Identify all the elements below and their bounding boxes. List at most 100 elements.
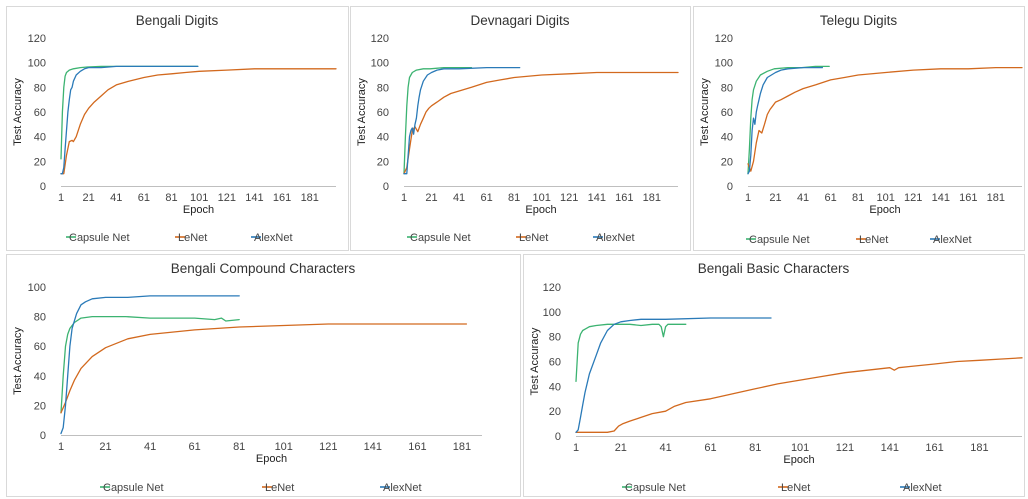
x-tick-label: 21 [425, 192, 437, 204]
x-tick-label: 21 [769, 192, 781, 204]
series-line-capsule-net [60, 315, 240, 414]
series-line-lenet [60, 68, 337, 175]
y-axis-title: Test Accuracy [529, 327, 541, 395]
x-tick-label: 1 [58, 192, 64, 204]
y-tick-label: 100 [715, 58, 733, 70]
x-tick-label: 1 [573, 442, 579, 454]
x-tick-label: 41 [144, 441, 156, 453]
x-tick-label: 121 [218, 192, 236, 204]
series-line-lenet [575, 357, 1023, 433]
legend-label-capsule-net: Capsule Net [103, 482, 164, 494]
x-tick-label: 1 [401, 192, 407, 204]
chart-frame [6, 6, 349, 251]
x-tick-label: 101 [190, 192, 208, 204]
y-tick-label: 20 [721, 156, 733, 168]
legend-label-capsule-net: Capsule Net [749, 234, 810, 246]
y-axis-title: Test Accuracy [12, 327, 24, 395]
y-tick-label: 80 [549, 332, 561, 344]
x-tick-label: 81 [749, 442, 761, 454]
y-tick-label: 60 [377, 107, 389, 119]
y-tick-label: 20 [34, 156, 46, 168]
legend: Capsule Net LeNet AlexNet [407, 232, 635, 244]
legend-label-capsule-net: Capsule Net [69, 232, 130, 244]
chart-frame [523, 254, 1025, 497]
y-tick-label: 80 [721, 82, 733, 94]
x-tick-label: 161 [408, 441, 426, 453]
chart-title: Bengali Compound Characters [171, 261, 356, 276]
legend-label-capsule-net: Capsule Net [625, 482, 686, 494]
x-tick-label: 121 [319, 441, 337, 453]
x-tick-label: 61 [138, 192, 150, 204]
x-tick-label: 21 [83, 192, 95, 204]
y-tick-label: 80 [377, 82, 389, 94]
x-tick-label: 41 [660, 442, 672, 454]
series-line-alexnet [60, 65, 199, 175]
x-tick-label: 41 [797, 192, 809, 204]
chart-frame [693, 6, 1025, 251]
series-line-alexnet [60, 295, 240, 435]
y-tick-label: 120 [28, 33, 46, 45]
x-tick-label: 101 [791, 442, 809, 454]
y-tick-label: 40 [549, 381, 561, 393]
legend-label-alexnet: AlexNet [254, 232, 293, 244]
x-tick-label: 181 [970, 442, 988, 454]
x-tick-label: 121 [836, 442, 854, 454]
y-tick-label: 60 [34, 107, 46, 119]
x-tick-label: 181 [453, 441, 471, 453]
x-axis-title: Epoch [183, 204, 214, 216]
y-tick-label: 120 [371, 33, 389, 45]
x-tick-label: 1 [58, 441, 64, 453]
series-line-alexnet [747, 66, 824, 175]
y-tick-label: 80 [34, 312, 46, 324]
x-tick-label: 141 [881, 442, 899, 454]
legend-label-lenet: LeNet [859, 234, 888, 246]
y-tick-label: 40 [721, 132, 733, 144]
x-tick-label: 181 [301, 192, 319, 204]
legend: Capsule Net LeNet AlexNet [746, 234, 972, 246]
y-tick-label: 100 [371, 58, 389, 70]
series-line-capsule-net [60, 65, 199, 160]
y-tick-label: 0 [555, 431, 561, 443]
legend-label-alexnet: AlexNet [933, 234, 972, 246]
chart-title: Telegu Digits [820, 13, 898, 28]
x-tick-label: 141 [364, 441, 382, 453]
x-tick-label: 41 [110, 192, 122, 204]
legend-label-capsule-net: Capsule Net [410, 232, 471, 244]
x-tick-label: 1 [745, 192, 751, 204]
y-tick-label: 40 [34, 371, 46, 383]
x-axis-title: Epoch [256, 453, 287, 465]
legend-label-alexnet: AlexNet [903, 482, 942, 494]
y-tick-label: 0 [383, 181, 389, 193]
x-tick-label: 101 [877, 192, 895, 204]
y-tick-label: 120 [715, 33, 733, 45]
legend: Capsule Net LeNet AlexNet [100, 482, 422, 494]
x-tick-label: 161 [959, 192, 977, 204]
x-tick-label: 141 [588, 192, 606, 204]
chart-title: Bengali Basic Characters [698, 261, 850, 276]
series-line-alexnet [403, 66, 521, 175]
chart-title: Bengali Digits [136, 13, 219, 28]
x-tick-label: 61 [189, 441, 201, 453]
y-tick-label: 40 [34, 132, 46, 144]
x-tick-label: 121 [904, 192, 922, 204]
series-line-capsule-net [747, 65, 830, 175]
x-tick-label: 81 [233, 441, 245, 453]
x-tick-label: 81 [165, 192, 177, 204]
x-tick-label: 61 [824, 192, 836, 204]
x-tick-label: 121 [560, 192, 578, 204]
series-line-capsule-net [403, 66, 473, 175]
y-tick-label: 0 [40, 430, 46, 442]
y-tick-label: 120 [543, 282, 561, 294]
legend-label-lenet: LeNet [519, 232, 548, 244]
x-tick-label: 181 [643, 192, 661, 204]
x-tick-label: 161 [925, 442, 943, 454]
x-tick-label: 21 [615, 442, 627, 454]
y-tick-label: 100 [28, 282, 46, 294]
x-tick-label: 41 [453, 192, 465, 204]
x-axis-title: Epoch [783, 454, 814, 466]
series-line-lenet [747, 66, 1023, 172]
